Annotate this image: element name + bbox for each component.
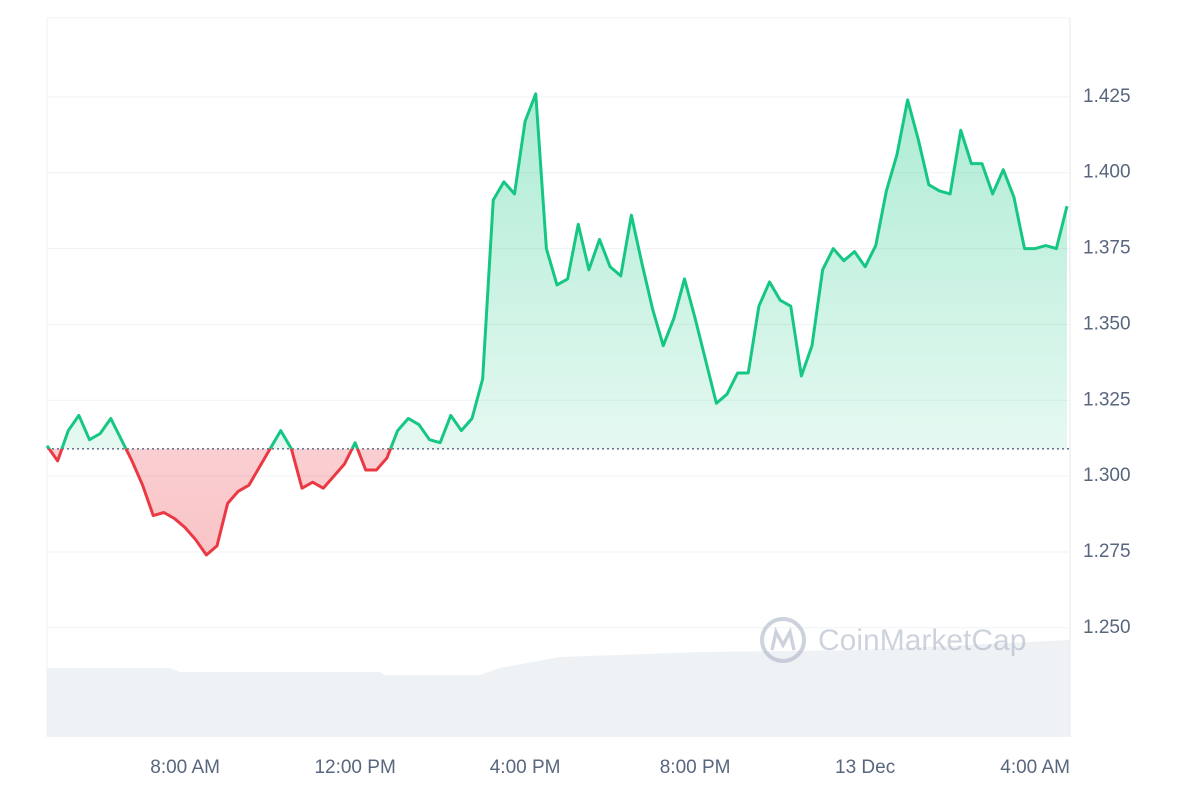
y-tick-label: 1.400 (1083, 162, 1131, 183)
area-down (49, 448, 391, 555)
y-tick-label: 1.250 (1083, 617, 1131, 638)
watermark-logo-m (770, 627, 796, 651)
price-line-up (45, 92, 1069, 449)
x-tick-label: 4:00 AM (1000, 757, 1070, 778)
x-tick-label: 8:00 PM (660, 757, 731, 778)
watermark: CoinMarketCap (760, 617, 1026, 663)
watermark-logo (760, 617, 806, 663)
x-tick-label: 12:00 PM (314, 757, 395, 778)
y-tick-label: 1.425 (1083, 86, 1131, 107)
volume-area (47, 640, 1070, 737)
y-tick-label: 1.350 (1083, 313, 1131, 334)
y-tick-label: 1.375 (1083, 238, 1131, 259)
area-up (47, 93, 1067, 449)
y-tick-label: 1.275 (1083, 541, 1131, 562)
watermark-text: CoinMarketCap (818, 624, 1026, 657)
y-tick-label: 1.300 (1083, 465, 1131, 486)
x-tick-label: 13 Dec (835, 757, 895, 778)
x-tick-label: 4:00 PM (490, 757, 561, 778)
y-tick-label: 1.325 (1083, 389, 1131, 410)
price-line-down (47, 448, 393, 557)
x-tick-label: 8:00 AM (150, 757, 220, 778)
